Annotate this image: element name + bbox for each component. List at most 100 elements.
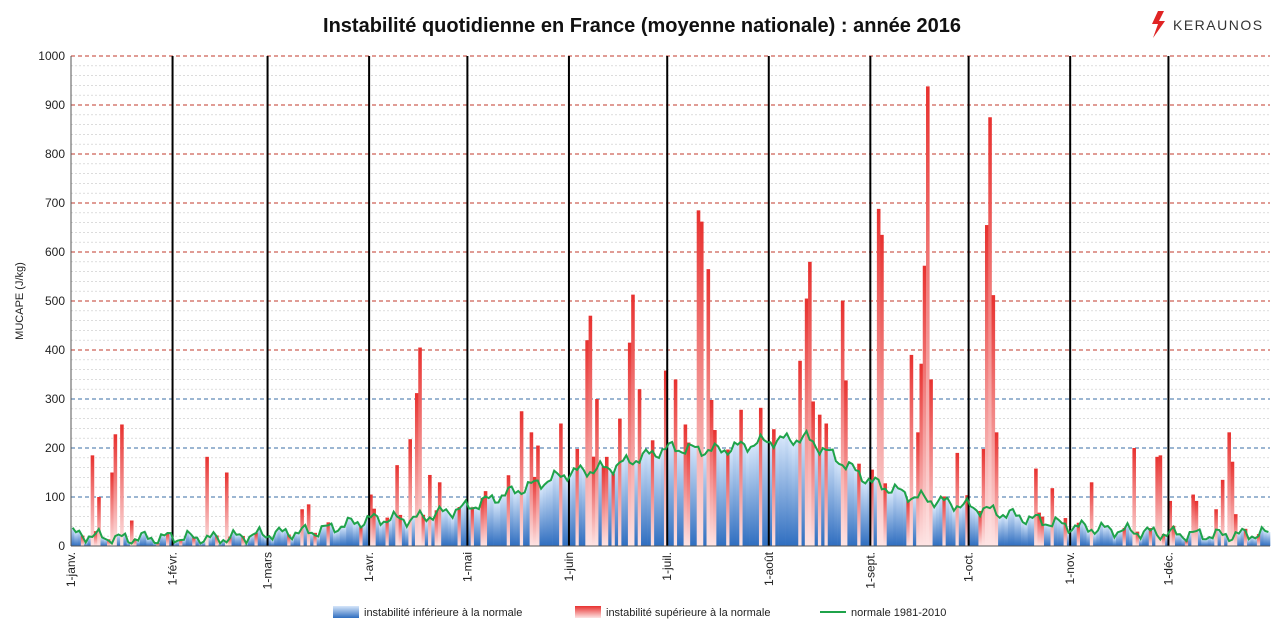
bar-below (745, 451, 750, 546)
bar-below (290, 539, 295, 546)
bar-below (1060, 523, 1064, 546)
bar-below (1253, 538, 1258, 546)
bar-above (1168, 500, 1173, 546)
bar-above (1076, 522, 1081, 546)
bar-below (1181, 538, 1186, 546)
bar-below (87, 536, 91, 546)
bar-below (283, 528, 288, 546)
bar-below (1145, 527, 1150, 546)
legend-item-below: instabilité inférieure à la normale (333, 606, 522, 619)
bar-below (1142, 531, 1146, 546)
bar-below (837, 463, 842, 546)
bar-above (870, 469, 874, 546)
x-tick-label: 1-mars (261, 552, 275, 589)
bar-below (788, 440, 793, 546)
bar-below (477, 509, 481, 546)
legend-swatch-above (575, 606, 601, 618)
bar-above (1171, 525, 1176, 546)
bar-above (1135, 531, 1140, 546)
bar-below (251, 534, 255, 546)
bar-below (768, 442, 773, 546)
bar-above (532, 476, 537, 546)
bar-below (847, 462, 851, 546)
bar-above (205, 456, 209, 546)
bar-above (1063, 518, 1068, 546)
y-tick-label: 700 (45, 196, 65, 210)
bar-below (454, 509, 458, 546)
bar-below (267, 536, 272, 546)
bar-above (93, 531, 98, 546)
bar-above (1034, 468, 1038, 546)
bar-below (297, 533, 301, 546)
bar-above (824, 423, 829, 546)
bar-below (261, 534, 265, 546)
bar-above (97, 497, 101, 546)
x-tick-label: 1-mai (460, 552, 474, 582)
bar-below (677, 450, 681, 546)
bar-above (673, 379, 678, 546)
bar-above (631, 294, 635, 546)
bar-below (270, 539, 275, 546)
bar-below (1011, 509, 1015, 546)
bar-above (519, 411, 524, 546)
bar-above (372, 508, 376, 546)
y-tick-label: 400 (45, 343, 65, 357)
bar-below (562, 475, 566, 546)
bar-above (604, 456, 609, 546)
y-tick-label: 200 (45, 441, 65, 455)
bar-above (80, 535, 85, 546)
bar-above (585, 340, 589, 546)
bar-above (955, 452, 960, 546)
bar-below (473, 507, 478, 546)
bar-below (162, 535, 167, 546)
bar-above (906, 499, 910, 546)
bar-below (116, 534, 121, 546)
bar-below (188, 533, 193, 546)
x-tick-label: 1-oct. (962, 552, 976, 582)
bar-below (948, 503, 953, 546)
bar-above (1233, 514, 1238, 546)
bar-above (883, 483, 888, 546)
bar-below (146, 538, 150, 546)
bar-above (591, 456, 596, 546)
bar-below (729, 450, 734, 546)
bar-below (975, 510, 979, 546)
bar-below (775, 440, 779, 546)
bar-below (968, 506, 973, 546)
bar-above (1227, 432, 1231, 546)
bar-below (336, 530, 340, 546)
bar-below (958, 507, 963, 546)
bar-above (1148, 528, 1153, 546)
bar-above (559, 423, 563, 546)
bar-above (1191, 494, 1195, 546)
bar-above (1050, 488, 1055, 546)
bar-below (84, 542, 88, 546)
bar-below (1021, 522, 1025, 546)
bar-above (395, 465, 399, 546)
bar-above (696, 210, 701, 546)
bar-above (840, 301, 845, 546)
bar-below (680, 452, 684, 546)
bar-above (326, 522, 331, 546)
bar-above (192, 536, 196, 546)
bar-below (365, 515, 370, 546)
bar-above (129, 520, 134, 546)
bar-below (850, 463, 855, 546)
bar-above (385, 517, 390, 546)
bar-above (457, 506, 462, 546)
bar-below (139, 533, 144, 546)
bar-above (994, 432, 999, 546)
bar-below (319, 526, 324, 546)
bar-below (1001, 515, 1005, 546)
bar-above (922, 265, 927, 546)
bar-above (713, 430, 717, 546)
bar-above (313, 532, 317, 546)
bar-above (1037, 512, 1041, 546)
bar-below (608, 469, 612, 546)
bar-below (1047, 525, 1051, 546)
bar-below (693, 446, 698, 546)
bar-below (401, 519, 406, 546)
month-separators (171, 56, 1170, 546)
bar-below (755, 442, 760, 546)
